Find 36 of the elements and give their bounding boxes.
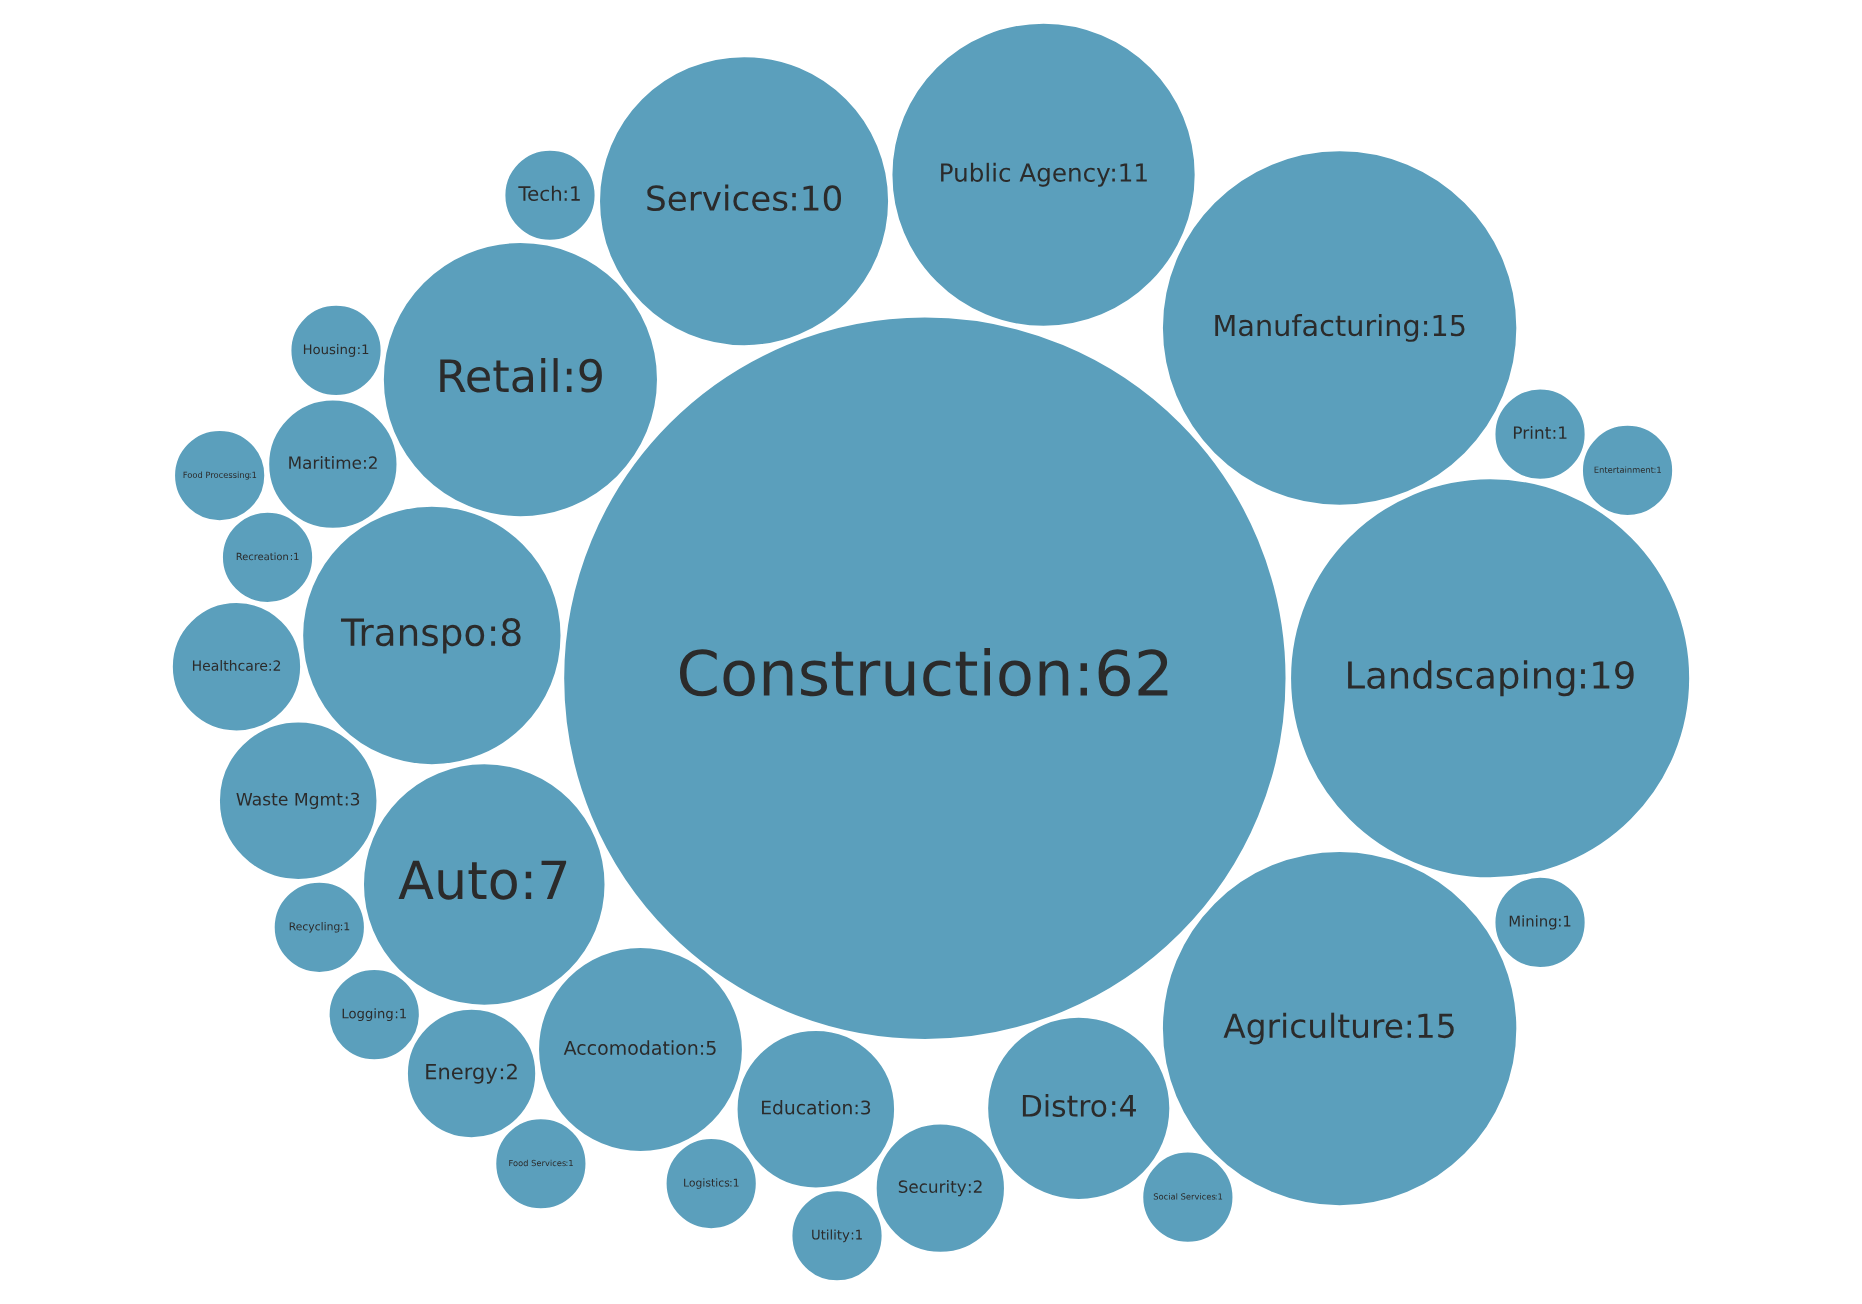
data-label: :2 [500, 1063, 517, 1080]
category-label: Retail [440, 358, 558, 393]
category-label: Construction [679, 648, 1069, 697]
category-label: Distro [1022, 1093, 1107, 1117]
category-label: Agriculture [1223, 1012, 1403, 1045]
category-label: Manufacturing [1215, 314, 1419, 342]
category-label: Tech [518, 185, 562, 202]
data-label: :19 [1581, 661, 1634, 689]
category-label: Landscaping [1348, 660, 1575, 697]
category-label: Waste Mgmt [236, 792, 343, 809]
category-label: Transpo [340, 618, 485, 654]
category-label: Public Agency [941, 162, 1110, 187]
data-label: :15 [1407, 1013, 1454, 1039]
category-label: Security [898, 1180, 967, 1197]
category-label: Print [1513, 425, 1551, 439]
category-label: Auto [398, 860, 517, 900]
data-label: :3 [855, 1100, 871, 1115]
data-label: :2 [968, 1180, 982, 1193]
category-label: Education [762, 1100, 852, 1115]
data-label: :11 [1112, 163, 1147, 182]
data-label: :8 [491, 618, 521, 647]
data-label: :5 [701, 1040, 716, 1056]
category-label: Energy [426, 1063, 498, 1084]
data-label: :2 [364, 456, 377, 469]
data-label: :10 [792, 185, 841, 212]
category-label: Accomodation [563, 1040, 698, 1056]
category-label: Maritime [289, 456, 362, 470]
data-label: :15 [1424, 314, 1465, 337]
data-label: :62 [1080, 649, 1168, 697]
data-label: :3 [345, 792, 360, 806]
data-label: :1 [564, 186, 580, 201]
data-label: :9 [566, 358, 602, 393]
category-label: Services [647, 184, 788, 212]
data-label: :1 [1553, 426, 1567, 439]
data-label: :7 [525, 860, 567, 899]
data-label: :4 [1112, 1094, 1136, 1117]
